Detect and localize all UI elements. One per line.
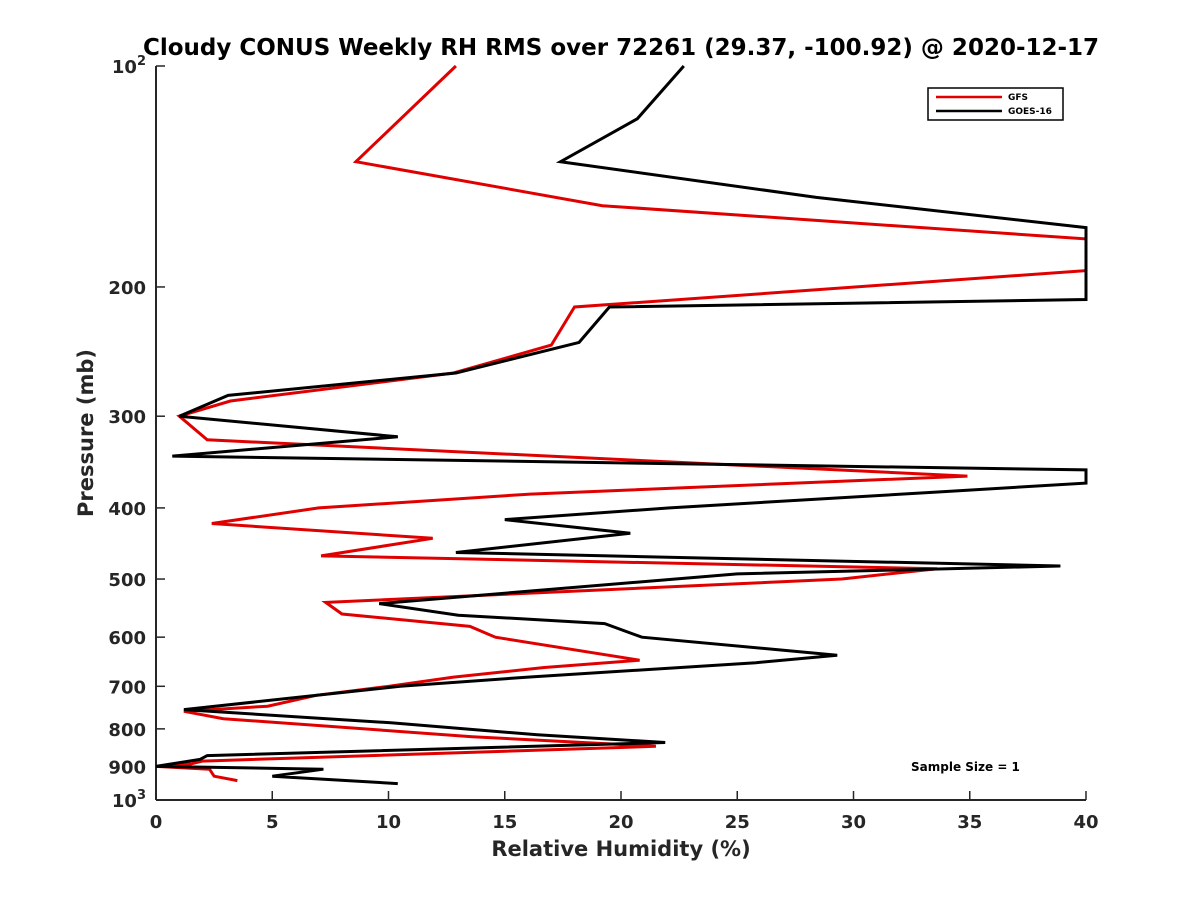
y-tick-label: 400 <box>108 499 146 520</box>
x-tick-label: 20 <box>608 812 633 833</box>
legend-label-gfs: GFS <box>1008 93 1028 103</box>
y-tick-label: 600 <box>108 628 146 649</box>
plot-area: 0 5 10 15 20 25 30 35 40 102 200 300 400 500 600 700 80… <box>108 54 1098 833</box>
y-axis-label: Pressure (mb) <box>74 349 98 517</box>
y-tick-label: 102 <box>112 54 146 78</box>
x-tick-label: 40 <box>1073 812 1098 833</box>
x-tick-label: 10 <box>376 812 401 833</box>
y-tick-label: 200 <box>108 278 146 299</box>
legend-label-goes-16: GOES-16 <box>1008 107 1052 117</box>
x-tick-label: 0 <box>150 812 163 833</box>
x-axis-label: Relative Humidity (%) <box>491 837 750 861</box>
y-ticks: 102 200 300 400 500 600 700 800 900 103 <box>108 54 165 812</box>
legend-box <box>927 87 1064 121</box>
x-tick-label: 5 <box>266 812 279 833</box>
chart-title: Cloudy CONUS Weekly RH RMS over 72261 (2… <box>143 35 1099 61</box>
y-tick-label: 500 <box>108 570 146 591</box>
series-lines <box>155 64 1088 786</box>
series-line-gfs <box>155 64 1088 783</box>
y-tick-label: 700 <box>108 677 146 698</box>
x-tick-label: 25 <box>725 812 750 833</box>
y-tick-label: 900 <box>108 757 146 778</box>
legend: GFS GOES-16 <box>927 87 1064 121</box>
y-tick-label: 300 <box>108 407 146 428</box>
series-line-goes-16 <box>155 65 1088 786</box>
x-ticks: 0 5 10 15 20 25 30 35 40 <box>150 791 1099 833</box>
x-tick-label: 30 <box>841 812 866 833</box>
x-tick-label: 15 <box>492 812 517 833</box>
sample-size-annotation: Sample Size = 1 <box>911 760 1020 774</box>
x-tick-label: 35 <box>957 812 982 833</box>
y-tick-label: 103 <box>112 788 146 812</box>
y-tick-label: 800 <box>108 720 146 741</box>
